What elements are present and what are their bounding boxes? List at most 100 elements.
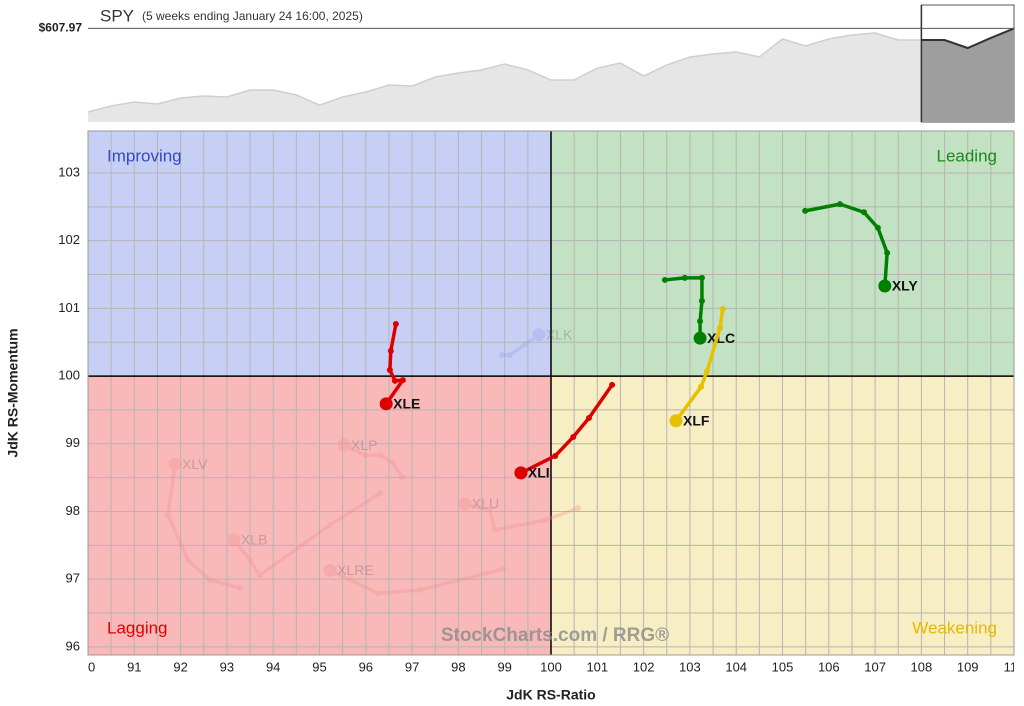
tail: XLK (498, 326, 573, 359)
series-label: XLC (707, 330, 735, 346)
tail-head (878, 279, 892, 293)
tail-point (416, 587, 423, 594)
x-tick-label: 108 (911, 659, 933, 674)
tail-point (399, 377, 406, 384)
tail-head (693, 331, 707, 345)
chart-title: SPY (100, 6, 134, 25)
series-label: XLE (393, 396, 420, 412)
tail-point (165, 511, 172, 518)
x-tick-label: 105 (772, 659, 794, 674)
tail-point (874, 224, 881, 231)
tail-line (328, 567, 505, 596)
quadrant-label: Leading (936, 146, 997, 165)
tail-line (342, 443, 404, 479)
tail-point (698, 274, 705, 281)
tail-head (532, 328, 546, 342)
plot-border (87, 130, 1015, 656)
tail-point (574, 505, 581, 512)
watermark: StockCharts.com / RRG® (441, 625, 669, 646)
series-label: XLK (546, 326, 573, 342)
y-tick-label: 96 (66, 638, 80, 653)
highlight-line (921, 27, 1015, 50)
x-tick-label: 95 (312, 659, 326, 674)
x-tick-label: 101 (586, 659, 608, 674)
x-tick-label: 98 (451, 659, 465, 674)
x-tick-label: 97 (405, 659, 419, 674)
x-tick-label: 99 (497, 659, 511, 674)
x-tick-label: 104 (725, 659, 747, 674)
series-label: XLY (892, 278, 919, 294)
price-area (88, 28, 1014, 123)
tail-head (227, 533, 241, 547)
series-label: XLB (241, 532, 267, 548)
quadrant-label: Lagging (107, 618, 168, 637)
tail-point (541, 517, 548, 524)
y-tick-label: 97 (66, 571, 80, 586)
x-tick-label: 96 (359, 659, 373, 674)
tail-point (802, 207, 809, 214)
tail-point (377, 452, 384, 459)
tail-head (337, 438, 351, 452)
tail-point (661, 276, 668, 283)
price-label: $607.97 (39, 21, 83, 35)
tail-point (716, 325, 723, 332)
y-axis-title: JdK RS-Momentum (5, 328, 21, 457)
tail: XLI (514, 381, 616, 481)
x-tick-label: 102 (633, 659, 655, 674)
x-tick-label: 110 (1004, 659, 1024, 674)
tail-point (884, 249, 891, 256)
tail-line (463, 502, 580, 532)
tail: XLRE (323, 562, 506, 597)
x-tick-label: 103 (679, 659, 701, 674)
highlight-area (921, 28, 1014, 123)
tail-point (361, 452, 368, 459)
tail-head (168, 457, 182, 471)
series-label: XLI (528, 465, 550, 481)
x-tick-labels: 90 91 92 93 94 95 96 97 98 99 100 101 102 103 104 105 10… (88, 659, 1024, 674)
tail-point (698, 297, 705, 304)
tail-point (327, 522, 334, 529)
tail-point (491, 526, 498, 533)
x-tick-label: 106 (818, 659, 840, 674)
tail-point (374, 590, 381, 597)
x-tick-label: 91 (127, 659, 141, 674)
tail: XLU (458, 496, 581, 533)
tail-point (698, 383, 705, 390)
chart-subtitle: (5 weeks ending January 24 16:00, 2025) (142, 9, 363, 23)
tail-line (166, 462, 242, 590)
y-tick-label: 103 (58, 164, 80, 179)
tail-point (609, 381, 616, 388)
tail-point (377, 490, 384, 497)
x-tick-label: 100 (540, 659, 562, 674)
series-label: XLV (182, 456, 208, 472)
price-line (87, 27, 1015, 113)
tail-point (236, 584, 243, 591)
y-tick-label: 98 (66, 503, 80, 518)
x-tick-label: 93 (220, 659, 234, 674)
tail-point (498, 352, 505, 359)
tail-point (719, 306, 726, 313)
tail-point (386, 366, 393, 373)
tail-point (836, 201, 843, 208)
tail-point (185, 557, 192, 564)
series-label: XLRE (337, 562, 374, 578)
tail-point (392, 320, 399, 327)
tail-point (206, 576, 213, 583)
quadrant-label: Improving (107, 146, 182, 165)
series-label: XLU (472, 496, 499, 512)
tail-point (860, 209, 867, 216)
tail-point (247, 557, 254, 564)
tail-point (398, 473, 405, 480)
y-tick-label: 100 (58, 368, 80, 383)
tail: XLB (227, 490, 384, 579)
tail-line (500, 333, 541, 357)
tail-point (486, 507, 493, 514)
tail: XLE (379, 320, 420, 412)
y-tick-label: 99 (66, 435, 80, 450)
x-axis-title: JdK RS-Ratio (506, 687, 595, 703)
tail-point (347, 576, 354, 583)
tail-head (669, 414, 683, 428)
tail: XLF (669, 306, 726, 428)
